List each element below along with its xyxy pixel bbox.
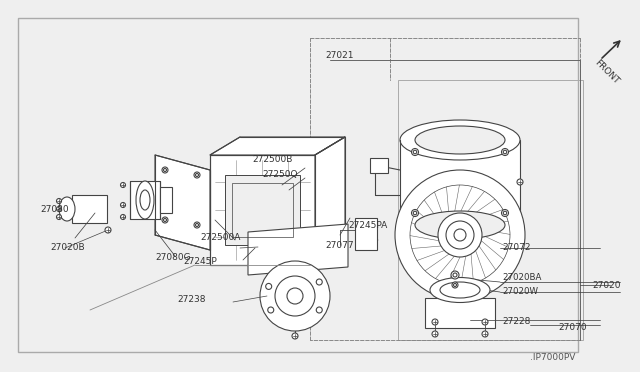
Text: 27020B: 27020B bbox=[50, 244, 84, 253]
Circle shape bbox=[56, 215, 61, 219]
Circle shape bbox=[502, 209, 509, 217]
Text: 272500B: 272500B bbox=[252, 155, 292, 164]
Text: 27070: 27070 bbox=[558, 323, 587, 331]
Circle shape bbox=[162, 217, 168, 223]
Bar bbox=[18, 18, 578, 352]
Text: .IP7000PV: .IP7000PV bbox=[530, 353, 575, 362]
Bar bbox=[370, 158, 388, 173]
Bar bbox=[232, 183, 293, 237]
Circle shape bbox=[451, 271, 459, 279]
Text: 27228: 27228 bbox=[502, 317, 531, 327]
Text: 27245P: 27245P bbox=[183, 257, 217, 266]
Polygon shape bbox=[210, 137, 345, 155]
Text: FRONT: FRONT bbox=[593, 58, 621, 86]
Circle shape bbox=[194, 222, 200, 228]
Ellipse shape bbox=[400, 205, 520, 245]
Circle shape bbox=[395, 170, 525, 300]
Circle shape bbox=[56, 206, 61, 212]
Text: 27020W: 27020W bbox=[502, 288, 538, 296]
Text: 27238: 27238 bbox=[177, 295, 205, 305]
Circle shape bbox=[432, 331, 438, 337]
Text: 27020: 27020 bbox=[592, 280, 621, 289]
Circle shape bbox=[268, 307, 274, 313]
Polygon shape bbox=[400, 140, 520, 225]
Polygon shape bbox=[315, 137, 345, 265]
Circle shape bbox=[120, 183, 125, 187]
Circle shape bbox=[412, 209, 419, 217]
Polygon shape bbox=[155, 155, 210, 250]
Circle shape bbox=[316, 307, 323, 313]
Bar bbox=[398, 80, 583, 340]
Text: 27250Q: 27250Q bbox=[262, 170, 298, 180]
Circle shape bbox=[502, 148, 509, 155]
Circle shape bbox=[120, 202, 125, 208]
Circle shape bbox=[517, 179, 523, 185]
Bar bbox=[160, 187, 172, 213]
Circle shape bbox=[452, 282, 458, 288]
Ellipse shape bbox=[136, 181, 154, 219]
Bar bbox=[72, 195, 107, 223]
Bar bbox=[225, 175, 300, 245]
Circle shape bbox=[105, 227, 111, 233]
Circle shape bbox=[56, 199, 61, 203]
Circle shape bbox=[412, 148, 419, 155]
Text: 27077: 27077 bbox=[325, 241, 354, 250]
Circle shape bbox=[162, 167, 168, 173]
Circle shape bbox=[260, 261, 330, 331]
Text: 27080: 27080 bbox=[40, 205, 68, 215]
Circle shape bbox=[194, 172, 200, 178]
Text: 27021: 27021 bbox=[325, 51, 353, 60]
Text: 27245PA: 27245PA bbox=[348, 221, 387, 230]
Ellipse shape bbox=[415, 211, 505, 239]
Circle shape bbox=[438, 213, 482, 257]
Circle shape bbox=[454, 229, 466, 241]
Circle shape bbox=[432, 319, 438, 325]
Text: 272500A: 272500A bbox=[200, 234, 241, 243]
Circle shape bbox=[316, 279, 323, 285]
Circle shape bbox=[292, 333, 298, 339]
Text: 27020BA: 27020BA bbox=[502, 273, 541, 282]
Ellipse shape bbox=[400, 120, 520, 160]
Text: 27072: 27072 bbox=[502, 244, 531, 253]
Bar bbox=[210, 155, 315, 265]
Circle shape bbox=[266, 283, 272, 289]
Ellipse shape bbox=[430, 278, 490, 302]
Polygon shape bbox=[248, 224, 348, 275]
Circle shape bbox=[120, 215, 125, 219]
Circle shape bbox=[482, 331, 488, 337]
Bar bbox=[130, 181, 160, 219]
Ellipse shape bbox=[415, 126, 505, 154]
Bar bbox=[355, 218, 377, 250]
Ellipse shape bbox=[59, 197, 75, 221]
Text: 27080G: 27080G bbox=[155, 253, 191, 263]
Circle shape bbox=[482, 319, 488, 325]
Bar bbox=[425, 298, 495, 328]
